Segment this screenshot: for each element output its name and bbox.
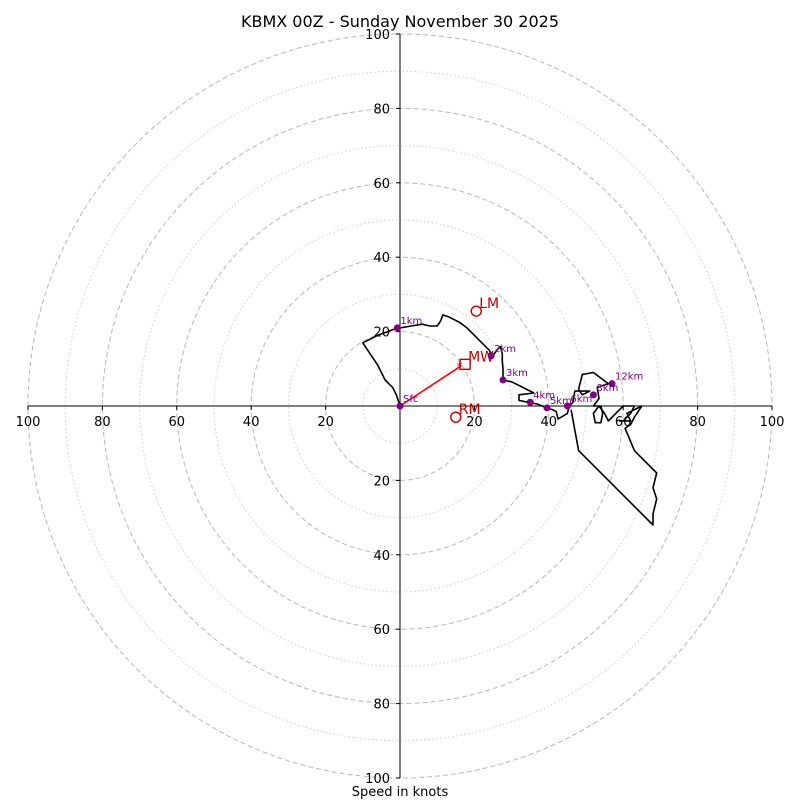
shear-vector [399,366,460,407]
hodograph-trace [361,314,658,526]
altitude-marker [563,402,571,410]
altitude-label: Sfc [403,394,418,405]
altitude-marker [543,404,551,412]
storm-motions: LM RM MW [450,296,499,423]
altitude-label: 3km [506,368,528,379]
tick-labels: 100 80 60 40 20 20 40 60 80 100100806040202040608… [16,28,785,787]
x-tick-label: 100 [16,415,41,430]
altitude-marker [393,324,401,332]
altitude-label: 5km [550,396,572,407]
y-tick-label: 40 [373,251,390,266]
y-tick-label: 60 [373,623,390,638]
altitude-label: 2km [494,344,516,355]
altitude-marker [396,402,404,410]
x-axis-label: Speed in knots [352,785,449,800]
bunkers-right-marker [450,411,462,423]
y-tick-label: 80 [373,698,390,713]
altitude-marker [499,376,507,384]
altitude-marker [487,352,495,360]
altitude-marker [526,398,534,406]
bunkers-right-label: RM [459,402,481,418]
x-tick-label: 20 [466,415,483,430]
altitude-marker [589,391,597,399]
chart-title: KBMX 00Z - Sunday November 30 2025 [241,12,559,31]
x-tick-label: 60 [169,415,186,430]
y-tick-label: 20 [373,474,390,489]
hodograph-line [361,314,658,526]
y-tick-label: 80 [373,102,390,117]
bunkers-left-label: LM [479,296,499,312]
y-tick-label: 100 [365,772,390,787]
altitude-label: 8km [596,383,618,394]
y-tick-label: 100 [365,28,390,43]
mean-wind-marker [459,358,471,371]
x-tick-label: 40 [541,415,558,430]
x-tick-label: 40 [243,415,260,430]
y-tick-label: 40 [373,549,390,564]
altitude-label: 12km [615,372,643,383]
altitude-marker [608,380,616,388]
x-tick-label: 100 [760,415,785,430]
x-tick-label: 80 [689,415,706,430]
x-tick-label: 80 [94,415,111,430]
x-tick-label: 20 [317,415,334,430]
y-tick-label: 60 [373,177,390,192]
bunkers-left-marker [470,305,482,317]
altitude-label: 4km [533,390,555,401]
mean-wind-label: MW [468,349,494,365]
altitude-label: 6km [570,394,592,405]
altitude-label: 1km [400,316,422,327]
